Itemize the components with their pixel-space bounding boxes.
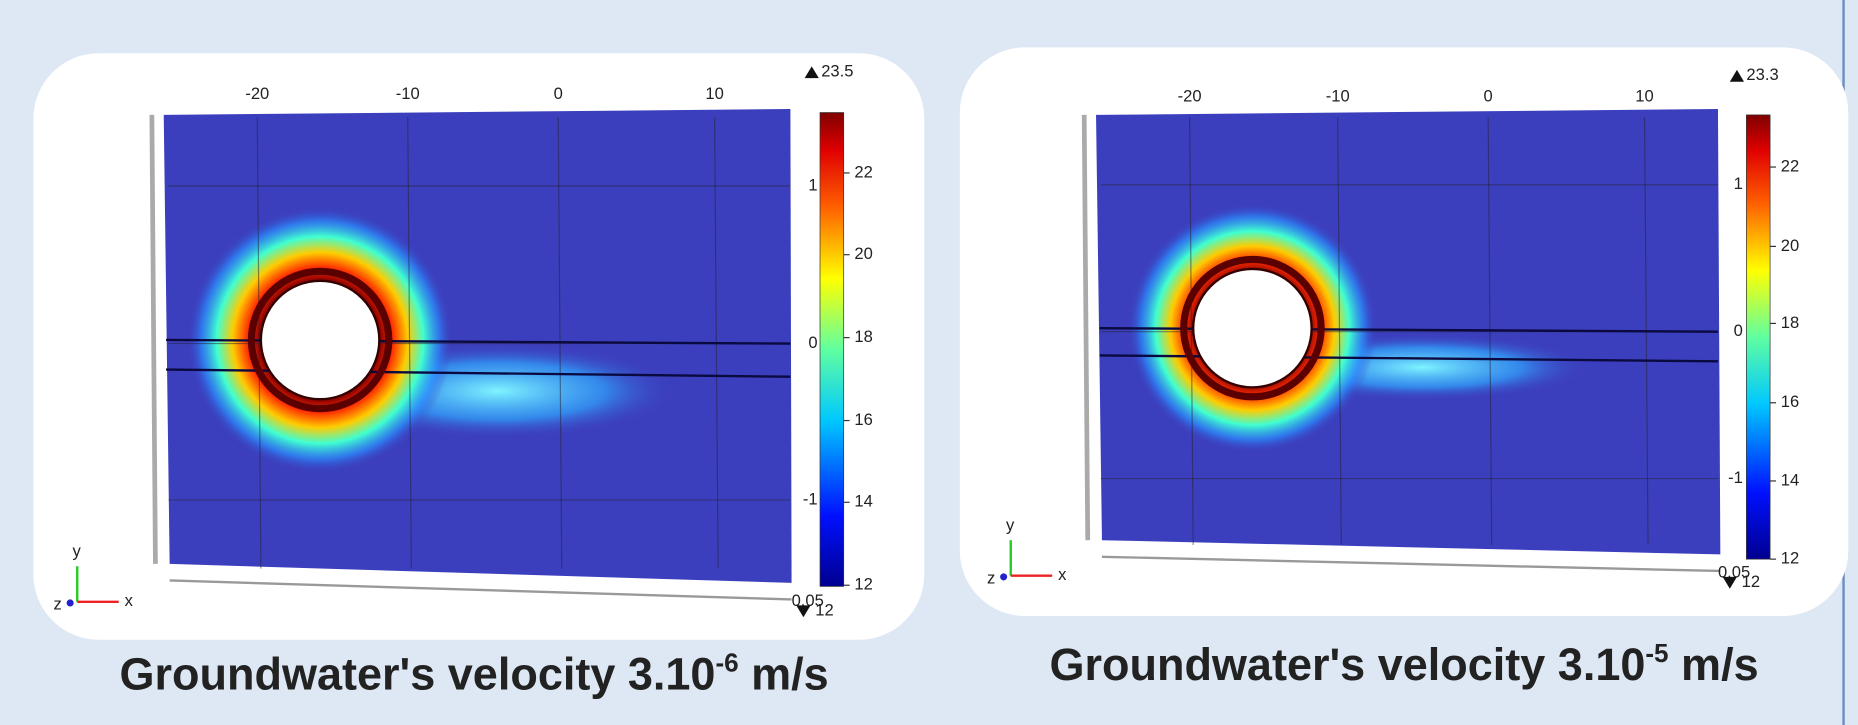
- colorbar-min: 12: [1742, 572, 1760, 591]
- borehole-ring: [1180, 255, 1325, 401]
- caption: Groundwater's velocity 3.10-5 m/s: [1049, 638, 1758, 690]
- panel: -20 -10 0 1010-122201816141223.50.0512yxzGr…: [33, 53, 925, 700]
- axis-label: z: [54, 595, 62, 614]
- x-tick-label: -20: [245, 84, 269, 103]
- axis-label: y: [1006, 515, 1015, 534]
- colorbar-label: 22: [854, 162, 872, 181]
- domain-edge: [1101, 555, 1721, 573]
- caption-unit: m/s: [1669, 639, 1759, 690]
- caption-exponent: -6: [715, 648, 738, 678]
- colorbar-min: 12: [815, 601, 833, 620]
- axis-z: [1000, 573, 1008, 581]
- caption-main: Groundwater's velocity 3.10: [120, 648, 716, 699]
- colorbar-label: 16: [1781, 392, 1799, 411]
- x-tick-label: 10: [705, 84, 723, 103]
- colorbar-label: 18: [854, 327, 872, 346]
- min-marker: [796, 605, 811, 618]
- axis-z: [66, 599, 74, 607]
- colorbar-max: 23.5: [821, 62, 853, 81]
- colorbar-label: 12: [854, 575, 872, 594]
- colorbar-label: 20: [1781, 236, 1799, 255]
- borehole: [259, 279, 381, 401]
- colorbar-label: 12: [1781, 549, 1799, 568]
- x-tick-label: 10: [1635, 87, 1653, 106]
- colorbar: [1746, 114, 1771, 560]
- borehole-ring: [247, 267, 393, 413]
- y-tick-label: -1: [803, 489, 818, 508]
- caption-unit: m/s: [739, 648, 829, 699]
- x-tick-label: 0: [554, 84, 563, 103]
- colorbar-label: 22: [1781, 156, 1799, 175]
- max-marker: [804, 66, 819, 79]
- colorbar-max: 23.3: [1746, 65, 1778, 84]
- panel: -20 -10 0 1010-122201816141223.30.0512yxzGr…: [959, 47, 1849, 690]
- max-marker: [1729, 69, 1745, 82]
- x-tick-label: -20: [1178, 87, 1202, 106]
- min-marker: [1722, 576, 1737, 589]
- axis-label: z: [987, 569, 995, 588]
- colorbar-label: 20: [854, 244, 872, 263]
- y-tick-label: 1: [808, 175, 817, 194]
- caption-exponent: -5: [1645, 638, 1668, 668]
- axis-label: y: [73, 541, 82, 560]
- colorbar-label: 16: [854, 410, 872, 429]
- domain-edge: [1081, 114, 1091, 541]
- axis-label: x: [1058, 565, 1067, 584]
- borehole: [1191, 267, 1313, 389]
- y-tick-label: -1: [1728, 468, 1743, 487]
- y-tick-label: 0: [1734, 321, 1743, 340]
- x-tick-label: -10: [1326, 87, 1350, 106]
- caption: Groundwater's velocity 3.10-6 m/s: [120, 648, 829, 700]
- axis-label: x: [125, 591, 134, 610]
- domain-edge: [169, 579, 792, 601]
- caption-main: Groundwater's velocity 3.10: [1049, 639, 1645, 690]
- colorbar: [819, 112, 845, 587]
- domain-edge: [149, 114, 158, 564]
- colorbar-label: 18: [1781, 313, 1799, 332]
- colorbar-label: 14: [854, 492, 872, 511]
- y-tick-label: 1: [1734, 174, 1743, 193]
- x-tick-label: 0: [1484, 87, 1493, 106]
- y-tick-label: 0: [808, 333, 817, 352]
- colorbar-label: 14: [1781, 470, 1799, 489]
- x-tick-label: -10: [396, 84, 420, 103]
